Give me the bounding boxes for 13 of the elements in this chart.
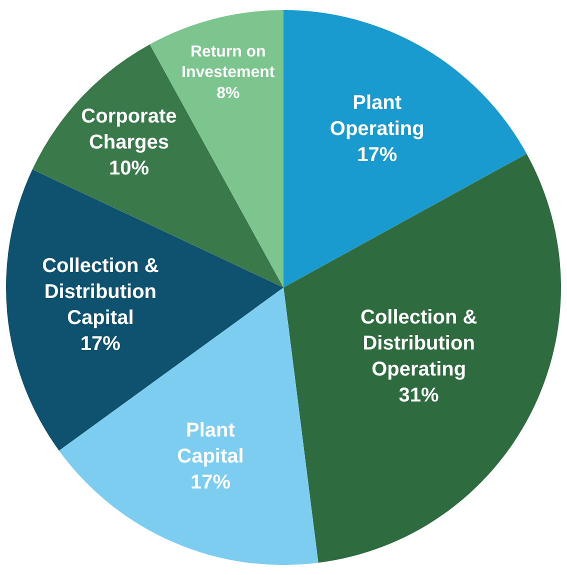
data-label: 17% [190,471,231,494]
slice-label: Collection & Distribution Operating [360,306,478,380]
slice-label: Return on Investement [182,43,276,82]
data-label: 8% [216,84,240,102]
data-label: 10% [108,157,150,180]
slice-label: Plant Operating [330,92,424,140]
slice-label: Collection & Distribution Capital [42,254,159,329]
slice-label: Plant Capital [177,419,244,468]
slice-label: Corporate Charges [81,105,177,154]
data-label: 31% [398,384,440,406]
data-label: 17% [80,332,121,355]
data-label: 17% [357,144,398,166]
pie-slice [284,10,527,288]
